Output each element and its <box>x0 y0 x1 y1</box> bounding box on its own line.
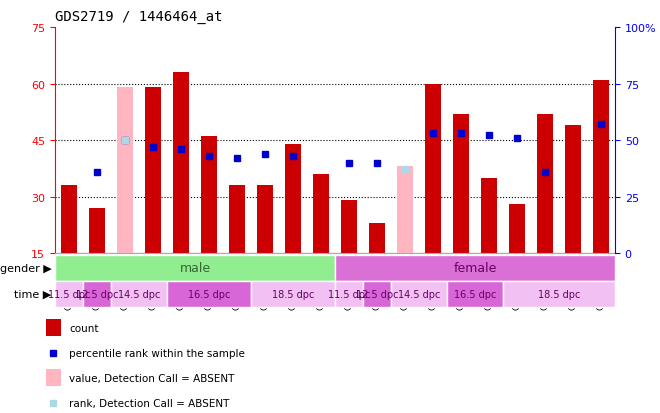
Bar <box>391 281 447 307</box>
Bar <box>285 145 301 254</box>
Bar <box>167 281 251 307</box>
Text: 16.5 dpc: 16.5 dpc <box>454 289 496 299</box>
Text: 18.5 dpc: 18.5 dpc <box>538 289 580 299</box>
Bar <box>425 84 441 254</box>
Bar <box>363 281 391 307</box>
Text: time ▶: time ▶ <box>15 289 51 299</box>
Bar <box>145 88 160 254</box>
Bar <box>537 114 552 254</box>
Bar <box>55 255 335 281</box>
Bar <box>201 137 216 254</box>
Bar <box>46 320 61 336</box>
Bar <box>251 281 335 307</box>
Text: 11.5 dpc: 11.5 dpc <box>48 289 90 299</box>
Text: 14.5 dpc: 14.5 dpc <box>398 289 440 299</box>
Text: count: count <box>69 323 99 333</box>
Bar <box>55 281 83 307</box>
Text: gender ▶: gender ▶ <box>0 263 51 273</box>
Bar <box>335 281 363 307</box>
Text: 16.5 dpc: 16.5 dpc <box>188 289 230 299</box>
Bar <box>46 369 61 386</box>
Bar <box>341 201 356 254</box>
Text: 12.5 dpc: 12.5 dpc <box>76 289 118 299</box>
Text: 14.5 dpc: 14.5 dpc <box>118 289 160 299</box>
Bar <box>335 255 615 281</box>
Bar <box>111 281 167 307</box>
Text: GDS2719 / 1446464_at: GDS2719 / 1446464_at <box>55 10 222 24</box>
Bar <box>481 178 497 254</box>
Bar <box>61 186 77 254</box>
Bar <box>397 167 412 254</box>
Text: male: male <box>180 262 211 275</box>
Bar <box>229 186 245 254</box>
Bar <box>370 223 385 254</box>
Bar <box>566 126 581 254</box>
Text: rank, Detection Call = ABSENT: rank, Detection Call = ABSENT <box>69 398 230 408</box>
Text: female: female <box>453 262 497 275</box>
Bar <box>314 174 329 254</box>
Bar <box>117 88 133 254</box>
Bar <box>510 204 525 254</box>
Bar <box>83 281 111 307</box>
Bar <box>453 114 469 254</box>
Bar <box>447 281 503 307</box>
Bar <box>257 186 273 254</box>
Text: 12.5 dpc: 12.5 dpc <box>356 289 398 299</box>
Text: value, Detection Call = ABSENT: value, Detection Call = ABSENT <box>69 373 235 383</box>
Bar <box>503 281 615 307</box>
Text: percentile rank within the sample: percentile rank within the sample <box>69 348 245 358</box>
Text: 18.5 dpc: 18.5 dpc <box>272 289 314 299</box>
Bar <box>89 208 105 254</box>
Text: 11.5 dpc: 11.5 dpc <box>328 289 370 299</box>
Bar <box>593 81 609 254</box>
Bar <box>174 73 189 254</box>
